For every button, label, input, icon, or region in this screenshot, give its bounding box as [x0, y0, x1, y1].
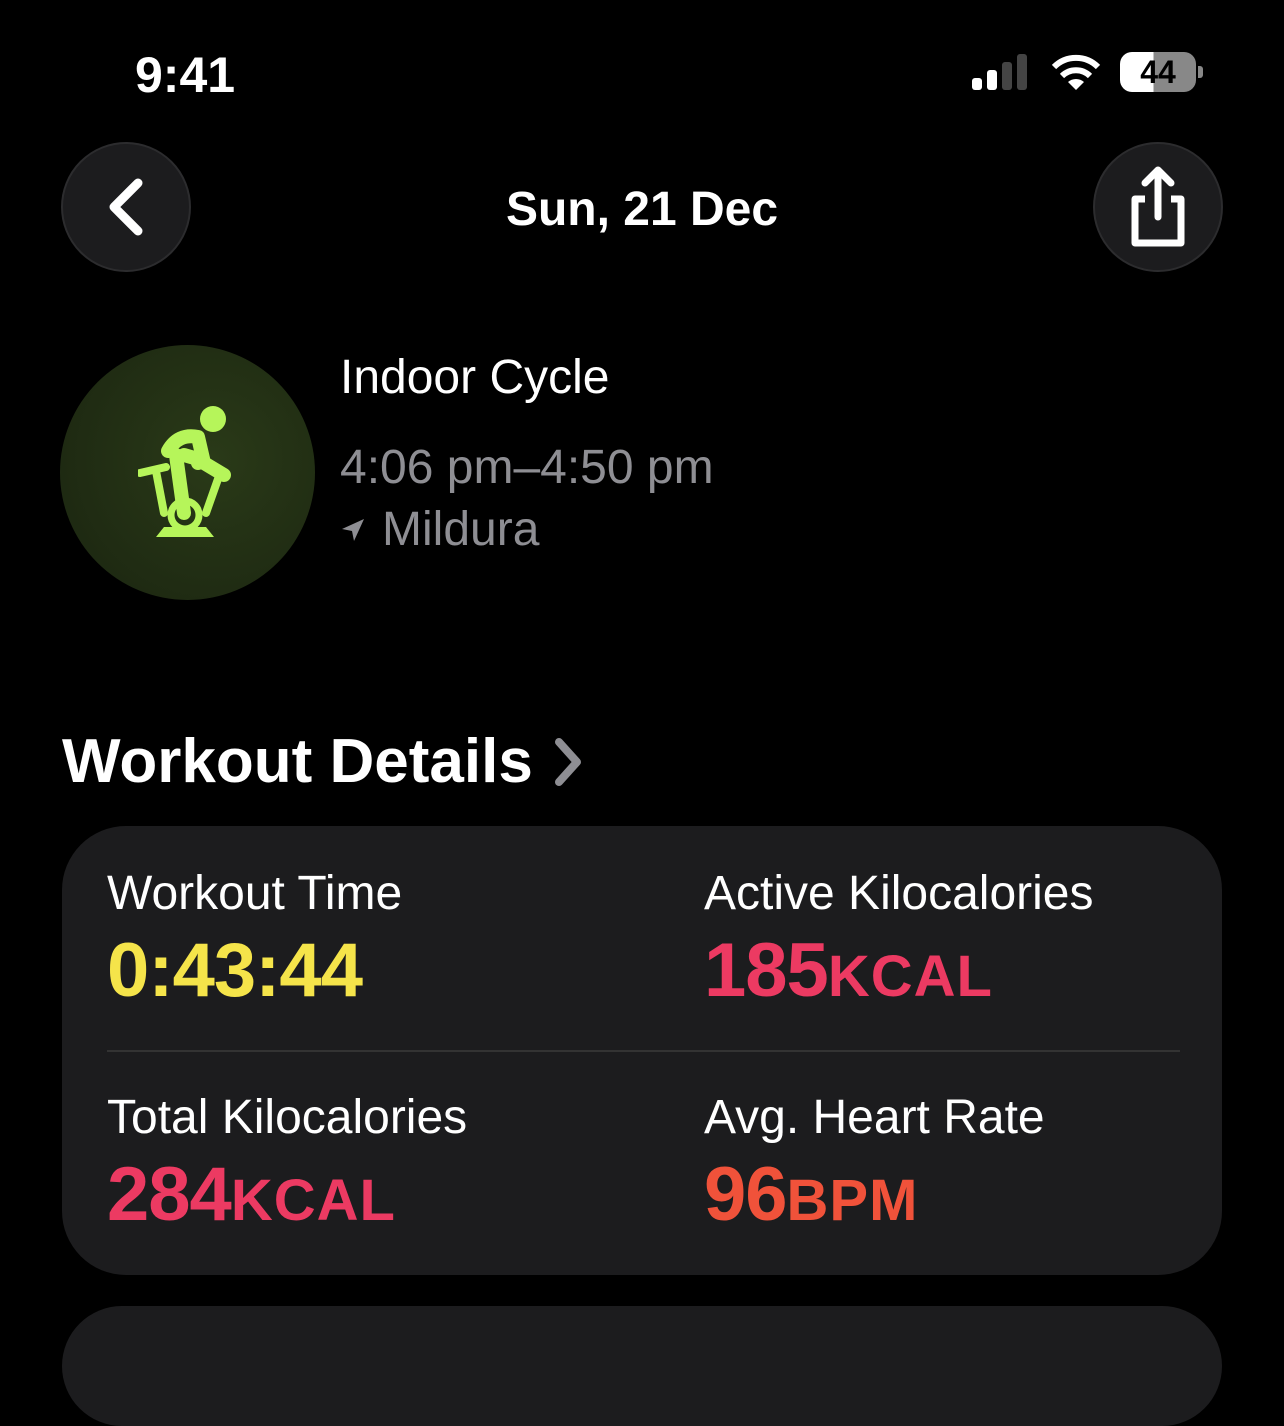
metric-label: Total Kilocalories — [107, 1091, 468, 1144]
indoor-cycle-icon — [137, 405, 231, 537]
metric-value: 0:43:44 — [107, 928, 363, 1013]
workout-name: Indoor Cycle — [340, 351, 610, 404]
share-icon — [1131, 166, 1185, 247]
share-button[interactable] — [1093, 142, 1223, 272]
battery-icon: 44 — [1120, 52, 1196, 92]
chevron-left-icon — [109, 178, 143, 236]
metric-unit: BPM — [786, 1168, 919, 1233]
battery-level: 44 — [1140, 53, 1176, 90]
metric-label: Active Kilocalories — [704, 867, 1094, 920]
metric-value: 96 — [704, 1152, 788, 1237]
metric-workout-time: Workout Time 0:43:44 — [107, 866, 402, 1014]
workout-icon-badge — [60, 345, 315, 600]
workout-details-card: Workout Time 0:43:44 Active Kilocalories… — [62, 826, 1222, 1275]
metric-active-kcal: Active Kilocalories 185KCAL — [704, 866, 1093, 1014]
page-title: Sun, 21 Dec — [505, 183, 779, 236]
metric-unit: KCAL — [230, 1168, 396, 1233]
metric-label: Workout Time — [107, 867, 403, 920]
metric-unit: KCAL — [827, 944, 993, 1009]
metric-value: 185 — [704, 928, 829, 1013]
next-card — [62, 1306, 1222, 1426]
workout-location: Mildura — [382, 503, 540, 556]
metric-value: 284 — [107, 1152, 232, 1237]
location-arrow-icon — [342, 518, 364, 541]
workout-time-range: 4:06 pm–4:50 pm — [340, 441, 714, 494]
chevron-right-icon — [554, 737, 581, 786]
divider — [107, 1050, 1180, 1052]
metric-avg-heart-rate: Avg. Heart Rate 96BPM — [704, 1090, 1045, 1238]
section-title: Workout Details — [62, 727, 533, 796]
wifi-icon — [1051, 54, 1101, 90]
metric-total-kcal: Total Kilocalories 284KCAL — [107, 1090, 467, 1238]
metric-label: Avg. Heart Rate — [704, 1091, 1045, 1144]
signal-icon — [972, 54, 1027, 90]
status-time: 9:41 — [135, 47, 236, 103]
back-button[interactable] — [61, 142, 191, 272]
workout-details-link[interactable]: Workout Details — [62, 726, 583, 797]
